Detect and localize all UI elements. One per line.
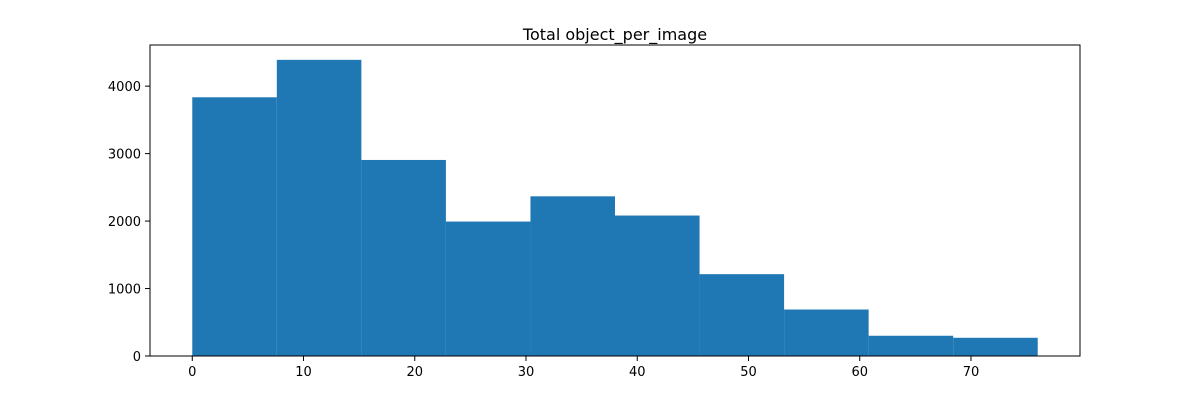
x-tick-label: 70 (963, 365, 980, 380)
x-tick-label: 30 (518, 365, 535, 380)
y-tick-label: 2000 (108, 215, 141, 230)
bar (699, 274, 785, 356)
x-tick-label: 60 (851, 365, 868, 380)
axes-frame (149, 44, 1081, 357)
bar (615, 215, 700, 356)
bar (784, 309, 869, 356)
y-tick-label: 0 (133, 350, 141, 365)
bar (445, 221, 531, 356)
y-tick-label: 4000 (108, 80, 141, 95)
bar (868, 335, 954, 356)
chart-title: Total object_per_image (522, 25, 707, 45)
x-tick-label: 50 (740, 365, 757, 380)
bar (361, 159, 446, 356)
bar (953, 337, 1038, 356)
x-tick-label: 20 (406, 365, 423, 380)
bar (276, 59, 362, 357)
bar (530, 196, 615, 356)
y-tick-label: 1000 (108, 283, 141, 298)
y-tick-label: 3000 (108, 148, 141, 163)
x-tick-label: 40 (629, 365, 646, 380)
x-tick-label: 10 (295, 365, 312, 380)
bar (192, 97, 277, 356)
x-tick-label: 0 (188, 365, 196, 380)
